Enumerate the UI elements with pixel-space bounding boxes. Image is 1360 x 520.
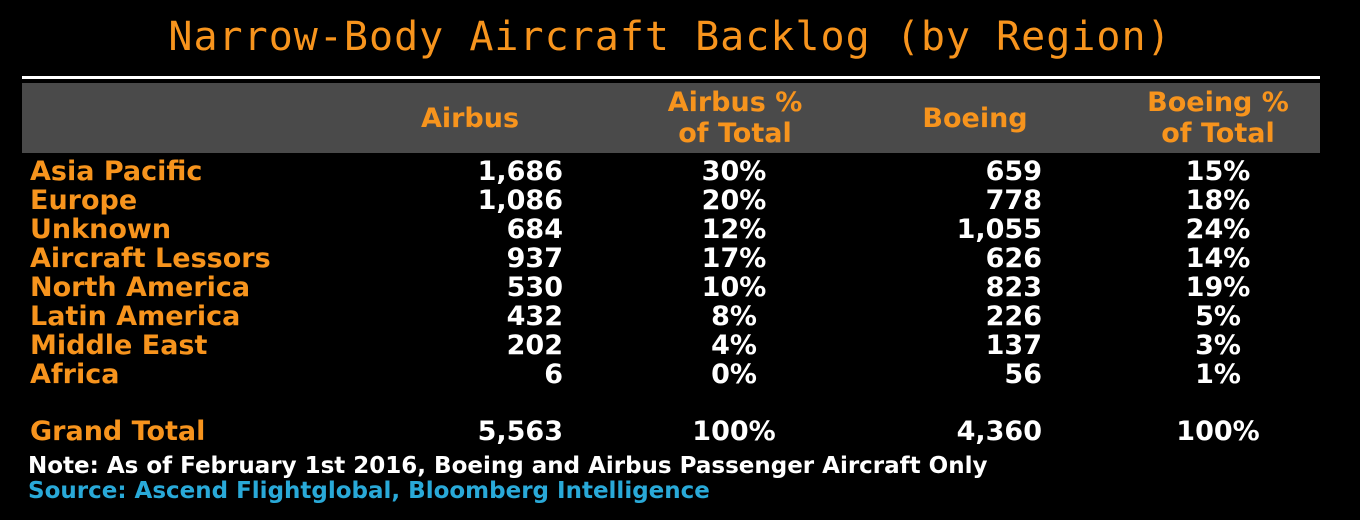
table-row: Europe 1,086 20% 778 18% [0, 186, 1360, 215]
header-boeing: Boeing [922, 102, 1028, 134]
airbus-value: 530 [506, 272, 563, 303]
table-row: Africa 6 0% 56 1% [0, 360, 1360, 389]
airbus-pct-value: 17% [701, 243, 767, 274]
airbus-value: 1,086 [477, 185, 563, 216]
chart-title: Narrow-Body Aircraft Backlog (by Region) [168, 14, 1172, 60]
boeing-value: 226 [985, 301, 1042, 332]
region-label: Asia Pacific [30, 156, 203, 187]
airbus-value: 937 [506, 243, 563, 274]
airbus-value: 202 [506, 330, 563, 361]
airbus-value: 432 [506, 301, 563, 332]
footnote: Note: As of February 1st 2016, Boeing an… [28, 453, 988, 479]
table-row: Latin America 432 8% 226 5% [0, 302, 1360, 331]
airbus-pct-value: 4% [711, 330, 757, 361]
region-label: Africa [30, 359, 120, 390]
table-header-band [22, 83, 1320, 153]
airbus-pct-total: 100% [692, 416, 776, 447]
airbus-pct-value: 12% [701, 214, 767, 245]
boeing-pct-value: 1% [1195, 359, 1241, 390]
airbus-pct-value: 30% [701, 156, 767, 187]
grand-total-row: Grand Total 5,563 100% 4,360 100% [0, 417, 1360, 446]
boeing-pct-value: 3% [1195, 330, 1241, 361]
table-row: Unknown 684 12% 1,055 24% [0, 215, 1360, 244]
airbus-value: 6 [544, 359, 563, 390]
table-row: Asia Pacific 1,686 30% 659 15% [0, 157, 1360, 186]
boeing-total: 4,360 [956, 416, 1042, 447]
boeing-pct-value: 24% [1185, 214, 1251, 245]
table-row: Aircraft Lessors 937 17% 626 14% [0, 244, 1360, 273]
airbus-total: 5,563 [477, 416, 563, 447]
airbus-pct-value: 8% [711, 301, 757, 332]
header-boeing-pct: Boeing % of Total [1147, 87, 1289, 149]
boeing-pct-value: 19% [1185, 272, 1251, 303]
airbus-pct-value: 10% [701, 272, 767, 303]
region-label: Unknown [30, 214, 172, 245]
region-label: Europe [30, 185, 138, 216]
total-label: Grand Total [30, 416, 206, 447]
airbus-pct-value: 0% [711, 359, 757, 390]
boeing-pct-value: 15% [1185, 156, 1251, 187]
boeing-value: 137 [985, 330, 1042, 361]
region-label: North America [30, 272, 251, 303]
boeing-value: 659 [985, 156, 1042, 187]
boeing-pct-value: 18% [1185, 185, 1251, 216]
source-line: Source: Ascend Flightglobal, Bloomberg I… [28, 478, 710, 504]
airbus-value: 684 [506, 214, 563, 245]
airbus-pct-value: 20% [701, 185, 767, 216]
region-label: Aircraft Lessors [30, 243, 271, 274]
header-airbus: Airbus [420, 102, 520, 134]
region-label: Middle East [30, 330, 208, 361]
airbus-value: 1,686 [477, 156, 563, 187]
title-divider [22, 76, 1320, 79]
header-airbus-pct: Airbus % of Total [667, 87, 803, 149]
boeing-pct-value: 5% [1195, 301, 1241, 332]
boeing-value: 626 [985, 243, 1042, 274]
boeing-pct-value: 14% [1185, 243, 1251, 274]
boeing-pct-total: 100% [1176, 416, 1260, 447]
boeing-value: 1,055 [956, 214, 1042, 245]
boeing-value: 56 [1004, 359, 1042, 390]
boeing-value: 778 [985, 185, 1042, 216]
table-row: Middle East 202 4% 137 3% [0, 331, 1360, 360]
boeing-value: 823 [985, 272, 1042, 303]
region-label: Latin America [30, 301, 241, 332]
table-row: North America 530 10% 823 19% [0, 273, 1360, 302]
